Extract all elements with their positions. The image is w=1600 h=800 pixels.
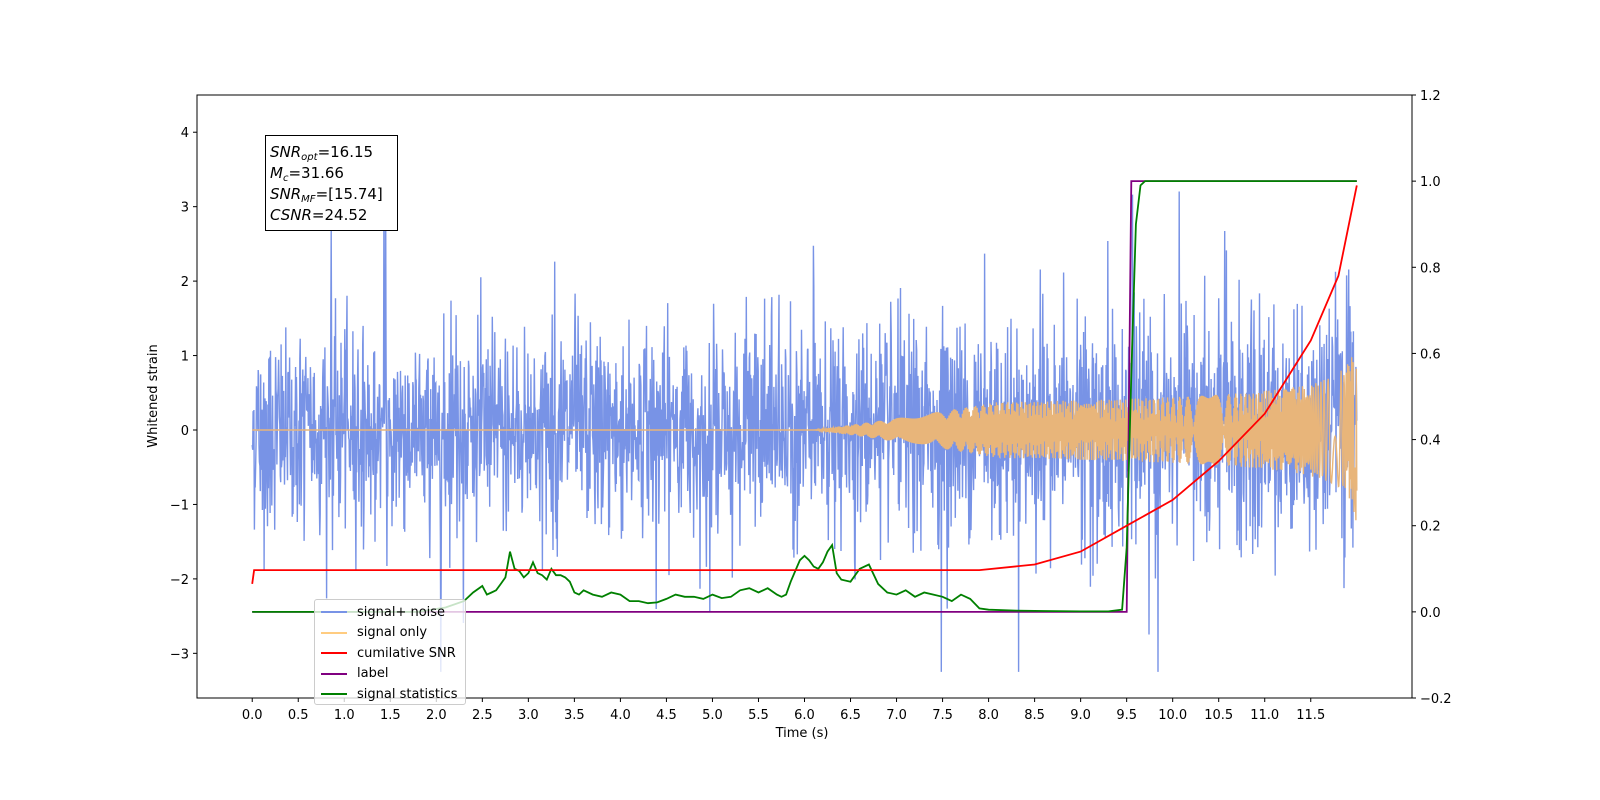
x-tick-label: 6.0 <box>794 708 815 723</box>
x-tick-label: 11.5 <box>1296 708 1325 723</box>
legend: signal+ noise signal only cumilative SNR… <box>314 599 466 705</box>
x-tick-label: 0.0 <box>242 708 263 723</box>
legend-swatch-signal-only <box>321 631 347 634</box>
snr-annotation-box: SNRopt=16.15 Mc=31.66 SNRMF=[15.74] CSNR… <box>265 135 398 231</box>
y-right-tick-label: 1.0 <box>1420 175 1441 190</box>
y-left-tick-label: 4 <box>181 126 189 141</box>
x-axis: 0.0 0.5 1.0 1.5 2.0 2.5 3.0 3.5 4.0 4.5 5.0 5.5 6.0 6… <box>242 698 1325 723</box>
y-left-tick-label: 0 <box>181 424 189 439</box>
legend-item-signal-noise: signal+ noise <box>321 602 465 623</box>
y-left-tick-label: 1 <box>181 350 189 365</box>
series-signal-noise <box>251 168 1358 672</box>
legend-swatch-cumilative-snr <box>321 652 347 655</box>
legend-swatch-label <box>321 672 347 675</box>
y-right-tick-label: 1.2 <box>1420 89 1441 104</box>
y-axis-right: 1.2 1.0 0.8 0.6 0.4 0.2 0.0 −0.2 <box>1412 89 1452 707</box>
x-tick-label: 7.0 <box>886 708 907 723</box>
y-right-tick-label: −0.2 <box>1420 692 1452 707</box>
y-axis-label: Whitened strain <box>146 344 161 447</box>
snr-mf-annotation: SNRMF=[15.74] <box>270 185 383 205</box>
x-tick-label: 9.0 <box>1070 708 1091 723</box>
x-tick-label: 2.5 <box>472 708 493 723</box>
legend-swatch-signal-statistics <box>321 693 347 696</box>
legend-item-cumilative-snr: cumilative SNR <box>321 643 465 664</box>
x-tick-label: 10.0 <box>1158 708 1187 723</box>
x-tick-label: 11.0 <box>1250 708 1279 723</box>
x-tick-label: 3.5 <box>564 708 585 723</box>
series-signal-only <box>252 357 1358 521</box>
y-right-tick-label: 0.0 <box>1420 606 1441 621</box>
x-tick-label: 9.5 <box>1116 708 1137 723</box>
legend-item-signal-only: signal only <box>321 623 465 644</box>
y-left-tick-label: 3 <box>181 201 189 216</box>
y-left-tick-label: −1 <box>170 498 189 513</box>
y-left-tick-label: −3 <box>170 647 189 662</box>
y-left-tick-label: 2 <box>181 275 189 290</box>
y-axis-left: 4 3 2 1 0 −1 −2 −3 <box>170 126 197 662</box>
series-layer <box>251 168 1358 672</box>
x-tick-label: 4.0 <box>610 708 631 723</box>
y-left-tick-label: −2 <box>170 573 189 588</box>
x-tick-label: 0.5 <box>288 708 309 723</box>
legend-item-signal-statistics: signal statistics <box>321 684 465 705</box>
x-tick-label: 8.0 <box>978 708 999 723</box>
legend-swatch-signal-noise <box>321 611 347 614</box>
x-tick-label: 8.5 <box>1024 708 1045 723</box>
x-tick-label: 4.5 <box>656 708 677 723</box>
x-tick-label: 1.5 <box>380 708 401 723</box>
y-right-tick-label: 0.6 <box>1420 347 1441 362</box>
x-tick-label: 7.5 <box>932 708 953 723</box>
series-signal-statistics <box>252 180 1357 613</box>
y-right-tick-label: 0.4 <box>1420 434 1441 449</box>
x-tick-label: 6.5 <box>840 708 861 723</box>
x-tick-label: 5.0 <box>702 708 723 723</box>
series-cumilative-snr <box>251 185 1358 585</box>
x-tick-label: 5.5 <box>748 708 769 723</box>
csnr-annotation: CSNR=24.52 <box>270 206 368 224</box>
x-tick-label: 1.0 <box>334 708 355 723</box>
x-tick-label: 3.0 <box>518 708 539 723</box>
x-tick-label: 10.5 <box>1204 708 1233 723</box>
y-right-tick-label: 0.2 <box>1420 520 1441 535</box>
chirp-mass-annotation: Mc=31.66 <box>270 164 344 184</box>
snr-opt-annotation: SNRopt=16.15 <box>270 143 374 163</box>
x-tick-label: 2.0 <box>426 708 447 723</box>
legend-item-label: label <box>321 664 465 685</box>
x-axis-label: Time (s) <box>775 726 829 741</box>
y-right-tick-label: 0.8 <box>1420 261 1441 276</box>
